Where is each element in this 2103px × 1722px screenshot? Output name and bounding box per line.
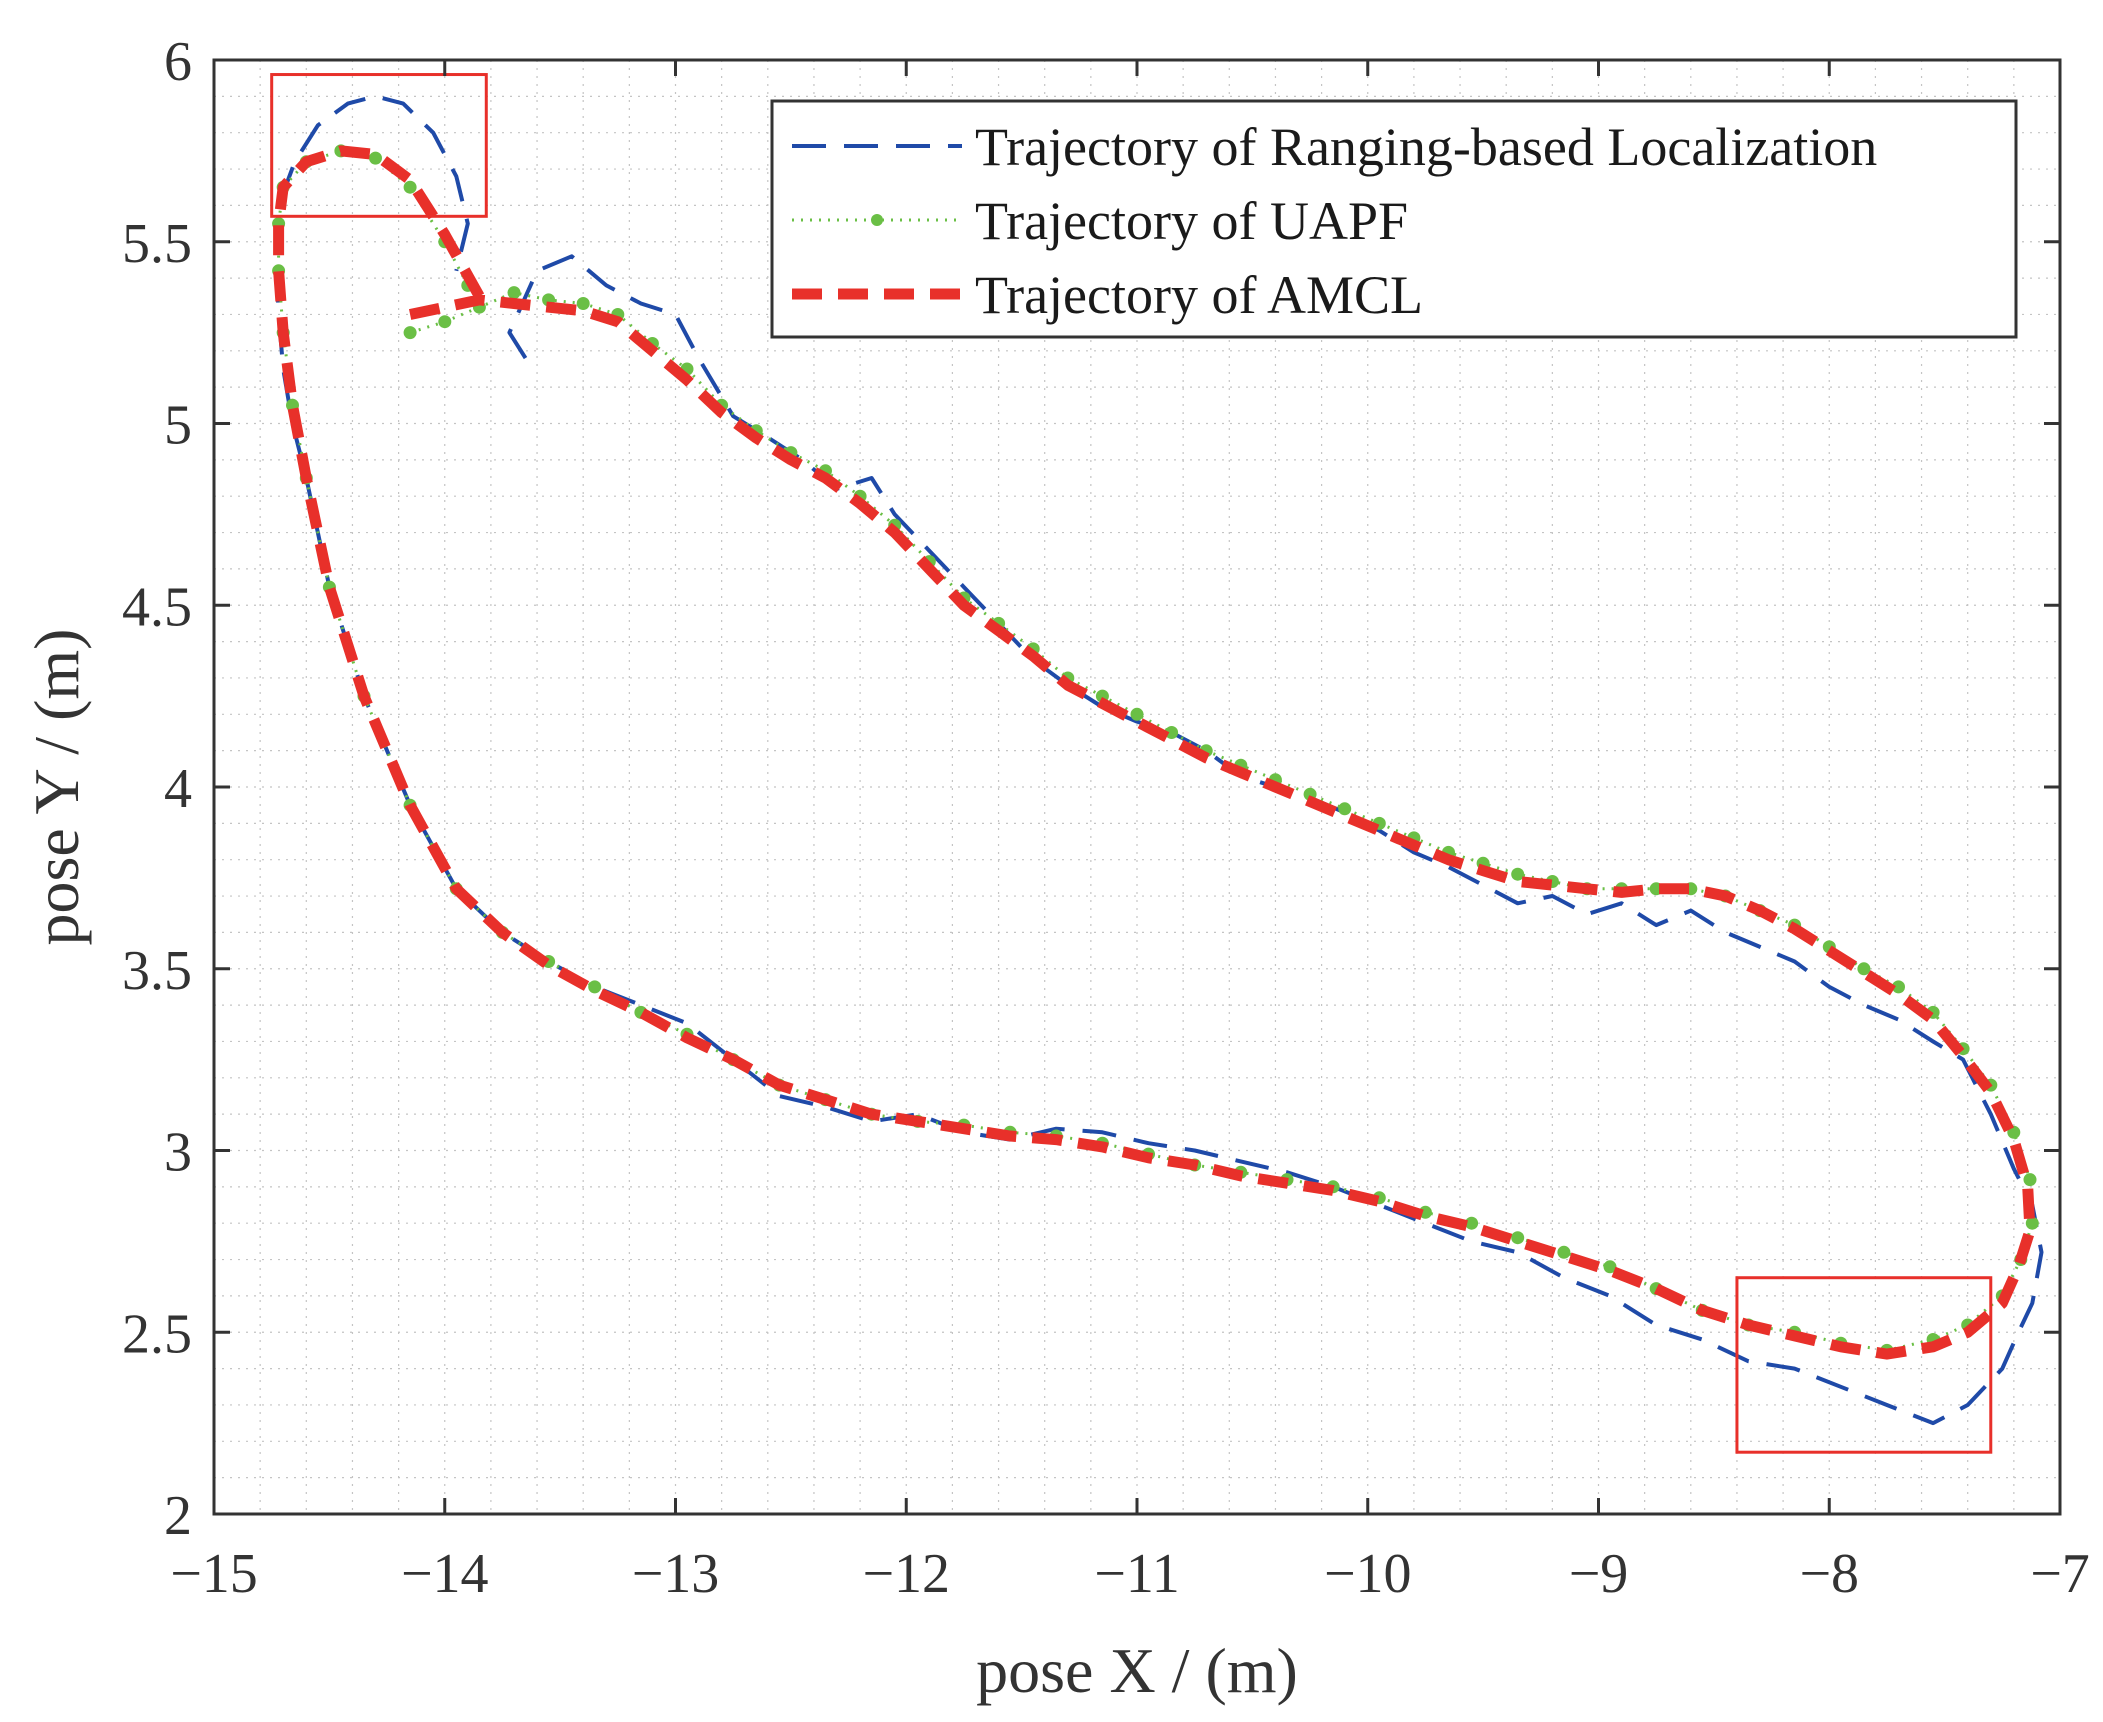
uapf-point [1557,1245,1571,1259]
x-tick-label: −10 [1324,1543,1412,1605]
y-tick-label: 2.5 [122,1303,192,1365]
uapf-point [438,315,452,329]
x-tick-label: −12 [862,1543,950,1605]
y-tick-label: 2 [164,1485,192,1547]
uapf-point [2023,1173,2037,1187]
y-axis-title: pose Y / (m) [21,629,92,946]
x-tick-label: −8 [1799,1543,1859,1605]
legend: Trajectory of Ranging-based Localization… [770,99,2018,339]
uapf-point [403,326,417,340]
uapf-point [507,286,521,300]
y-tick-label: 5 [164,395,192,457]
legend-label-amcl: Trajectory of AMCL [975,265,1423,325]
x-tick-label: −11 [1094,1543,1180,1605]
uapf-point [2025,1216,2039,1230]
y-tick-label: 4.5 [122,576,192,638]
tick-labels: −15 −14 −13 −12 −11 −10 −9 −8 −7 2 2.5 3 3.5 4 4.5 5 5.5… [122,31,2090,1605]
legend-label-uapf: Trajectory of UAPF [975,191,1408,251]
y-tick-label: 4 [164,758,192,820]
uapf-point [1165,726,1179,739]
legend-box [770,99,2018,339]
uapf-point [588,980,602,994]
series-line-2 [273,145,2036,1360]
uapf-point [403,180,417,194]
uapf-point [1465,1216,1479,1230]
annotation-group [270,73,1993,1454]
uapf-point [576,297,590,310]
y-tick-label: 3.5 [122,940,192,1002]
y-tick-label: 3 [164,1122,192,1184]
uapf-point [1892,980,1905,994]
uapf-point [1511,1231,1525,1245]
legend-marker-uapf [871,214,883,226]
uapf-point [1857,962,1871,976]
uapf-point [369,151,382,165]
uapf-point [1338,802,1352,816]
x-tick-label: −13 [632,1543,720,1605]
legend-label-ranging: Trajectory of Ranging-based Localization [975,117,1877,177]
y-tick-label: 5.5 [122,213,192,275]
x-tick-label: −9 [1569,1543,1629,1605]
x-tick-label: −15 [170,1543,258,1605]
x-tick-label: −7 [2030,1543,2090,1605]
x-tick-label: −14 [401,1543,489,1605]
uapf-point [1511,867,1525,881]
uapf-point [1603,1260,1617,1274]
y-tick-label: 6 [164,31,192,93]
highlight-box-1 [1735,1276,1993,1454]
uapf-point [1418,1205,1432,1219]
uapf-point [1130,707,1144,721]
series-group [272,94,2044,1426]
highlight-box-0 [270,73,488,218]
x-axis-title: pose X / (m) [976,1635,1298,1706]
ticks [212,58,2062,1516]
